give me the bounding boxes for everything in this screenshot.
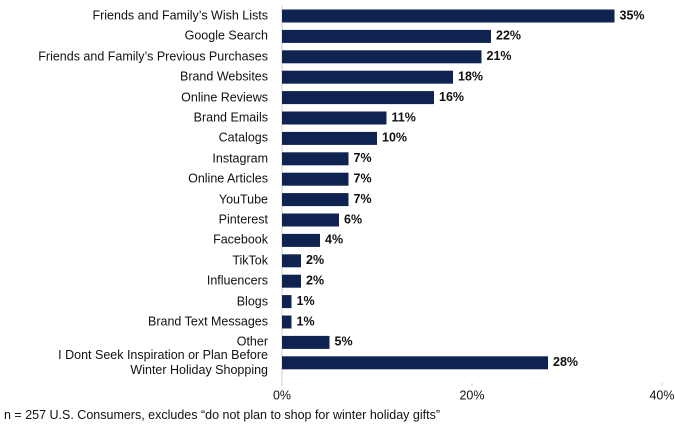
value-label: 6% [344,212,362,226]
category-label: Brand Websites [179,69,268,84]
value-label: 2% [306,253,324,267]
bar [282,295,292,309]
value-label: 2% [306,273,324,287]
category-label: Brand Emails [193,110,268,125]
bar [282,356,548,370]
category-label: TikTok [232,253,268,268]
category-label: Pinterest [218,212,268,227]
bar [282,335,330,349]
category-label: Brand Text Messages [148,314,268,329]
bar [282,213,339,227]
bar [282,131,377,145]
category-label: Instagram [212,151,268,166]
bar [282,315,292,329]
value-label: 1% [297,314,315,328]
bar [282,172,349,186]
bar [282,193,349,207]
value-label: 11% [392,110,416,124]
value-label: 7% [354,192,372,206]
value-label: 7% [354,151,372,165]
value-label: 7% [354,171,372,185]
x-tick-label: 0% [273,388,291,402]
bar [282,274,301,288]
bar [282,233,320,247]
bar [282,91,434,105]
value-label: 22% [496,29,521,43]
value-label: 1% [297,294,315,308]
category-label: Friends and Family’s Wish Lists [92,8,268,23]
bar [282,152,349,166]
value-label: 5% [335,335,353,349]
bar [282,111,387,125]
value-label: 21% [487,49,512,63]
category-label: YouTube [218,192,268,207]
value-label: 35% [620,8,645,22]
category-label: Catalogs [218,130,268,145]
x-tick-label: 40% [649,388,674,402]
category-label: Online Articles [188,171,268,186]
category-label: Google Search [184,28,268,43]
value-label: 28% [553,355,578,369]
value-label: 16% [439,90,464,104]
value-label: 18% [458,69,483,83]
category-label: Facebook [213,232,268,247]
bar [282,9,615,23]
bar [282,70,453,84]
value-label: 4% [325,233,343,247]
category-label: Friends and Family’s Previous Purchases [38,49,268,64]
value-label: 10% [382,131,407,145]
bar [282,254,301,268]
x-tick-label: 20% [459,388,484,402]
category-label: Online Reviews [181,90,268,105]
category-label: Other [236,334,268,349]
category-label: I Dont Seek Inspiration or Plan Before W… [58,347,268,377]
category-label: Blogs [236,294,268,309]
bar [282,50,482,64]
category-label: Influencers [206,273,268,288]
bar [282,29,491,43]
footnote: n = 257 U.S. Consumers, excludes “do not… [4,408,440,422]
